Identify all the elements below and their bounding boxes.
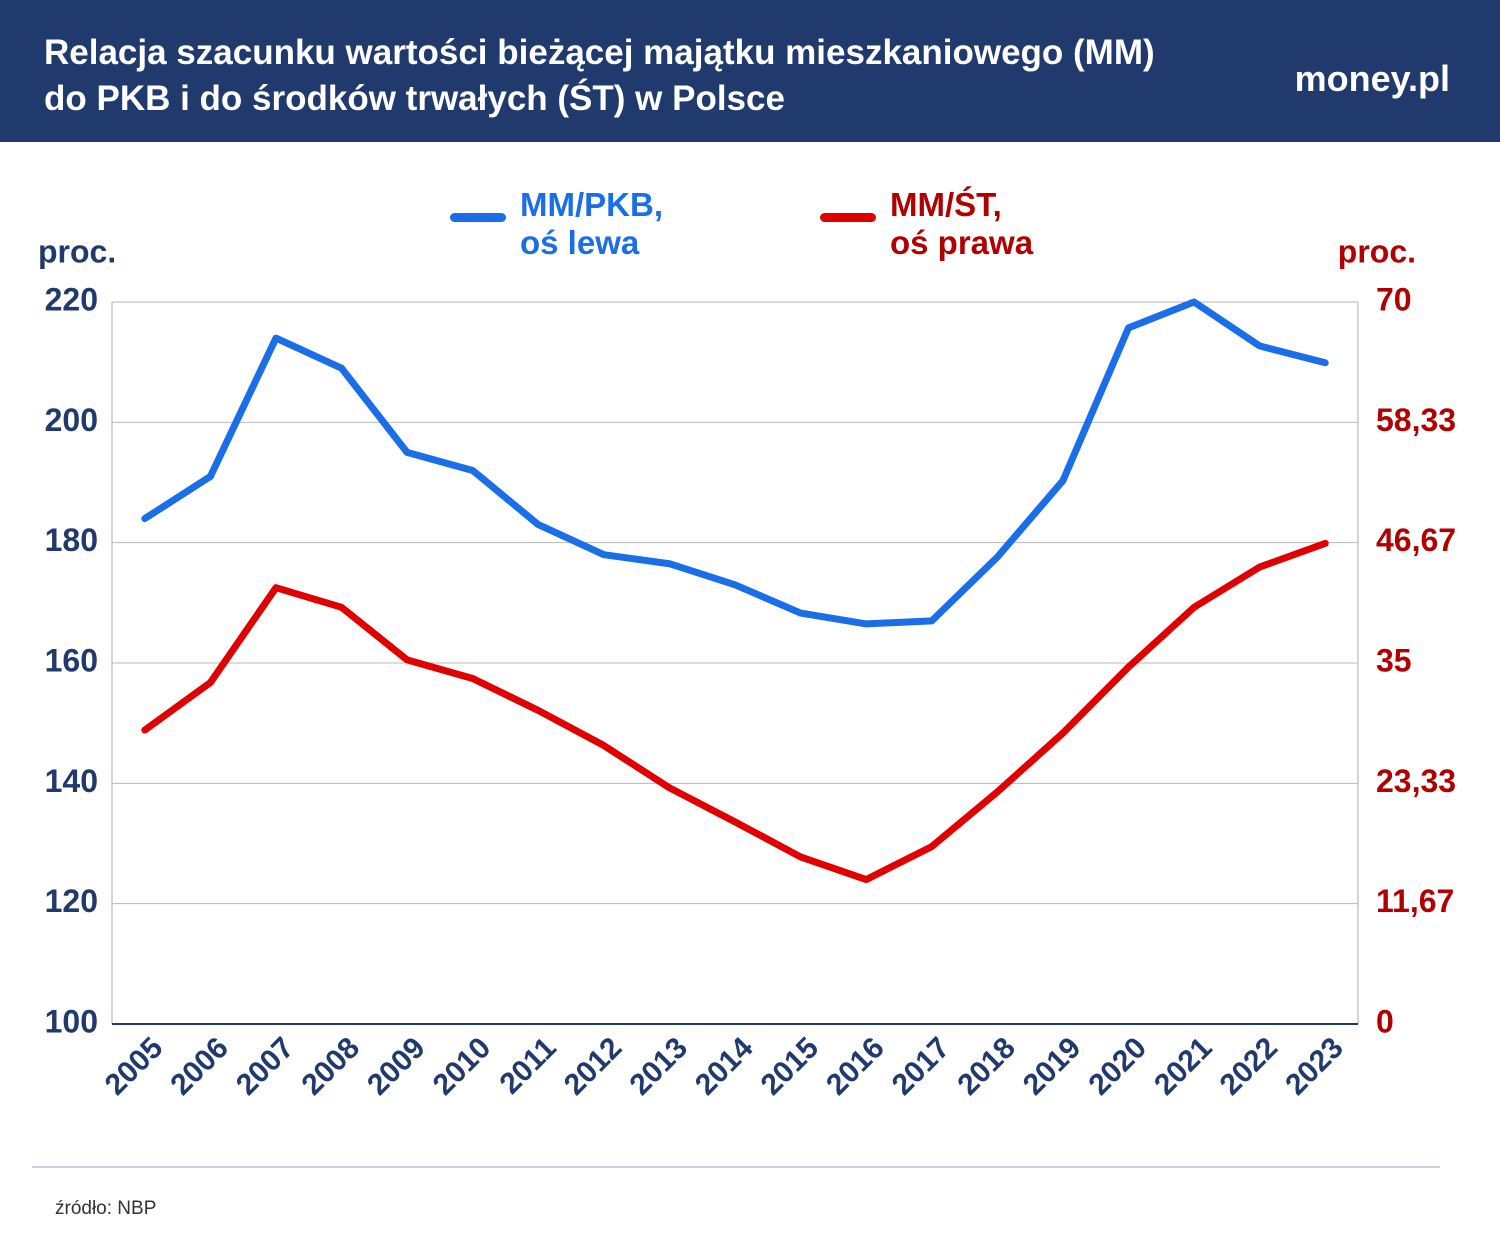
logo: money.pl xyxy=(1294,58,1450,99)
x-tick-label: 2021 xyxy=(1148,1031,1219,1102)
line-series xyxy=(141,298,1329,628)
y-tick-label: 200 xyxy=(45,402,98,438)
x-tick-label: 2008 xyxy=(296,1031,367,1102)
x-tick-label: 2020 xyxy=(1082,1031,1153,1102)
x-tick-label: 2006 xyxy=(164,1031,235,1102)
y2-tick-label: 11,67 xyxy=(1376,883,1454,919)
legend-swatch xyxy=(450,213,506,222)
x-tick-label: 2011 xyxy=(493,1031,562,1100)
legend-entry: MM/PKB, oś lewa xyxy=(520,186,663,261)
legend-swatch xyxy=(820,213,876,222)
x-tick-label: 2023 xyxy=(1279,1031,1350,1102)
y2-tick-label: 0 xyxy=(1376,1003,1394,1039)
x-tick-label: 2018 xyxy=(951,1031,1022,1102)
y-tick-label: 140 xyxy=(45,763,98,799)
x-tick-label: 2007 xyxy=(230,1031,301,1102)
x-tick-label: 2012 xyxy=(558,1031,629,1102)
x-tick-label: 2014 xyxy=(689,1031,760,1102)
y2-tick-label: 58,33 xyxy=(1376,402,1456,438)
legend-entry: MM/ŚT, oś prawa xyxy=(890,186,1034,261)
y-tick-label: 120 xyxy=(45,883,98,919)
x-tick-label: 2016 xyxy=(820,1031,891,1102)
title: Relacja szacunku wartości bieżącej mająt… xyxy=(44,33,1155,118)
y2-tick-label: 35 xyxy=(1376,642,1412,678)
x-tick-label: 2005 xyxy=(99,1031,170,1102)
source: źródło: NBP xyxy=(55,1198,157,1219)
y2-tick-label: 23,33 xyxy=(1376,763,1456,799)
x-tick-label: 2019 xyxy=(1017,1031,1088,1102)
y-axis-title: proc. xyxy=(38,233,116,269)
x-tick-label: 2015 xyxy=(755,1031,826,1102)
y-tick-label: 100 xyxy=(45,1003,98,1039)
y2-axis-title: proc. xyxy=(1338,233,1416,269)
x-tick-label: 2022 xyxy=(1214,1031,1285,1102)
x-tick-label: 2013 xyxy=(623,1031,694,1102)
y-tick-label: 220 xyxy=(45,281,98,317)
header: Relacja szacunku wartości bieżącej mająt… xyxy=(0,0,1500,142)
y2-tick-label: 46,67 xyxy=(1376,522,1456,558)
divider xyxy=(32,1166,1440,1168)
y-tick-label: 160 xyxy=(45,642,98,678)
chart: proc. proc. 100 120 140 160 180 200 220 0 11,67 2… xyxy=(38,233,1456,1102)
x-tick-label: 2010 xyxy=(427,1031,498,1102)
line-series xyxy=(141,539,1329,884)
x-tick-label: 2009 xyxy=(361,1031,432,1102)
x-tick-label: 2017 xyxy=(886,1031,957,1102)
y2-tick-label: 70 xyxy=(1376,281,1412,317)
y-tick-label: 180 xyxy=(45,522,98,558)
